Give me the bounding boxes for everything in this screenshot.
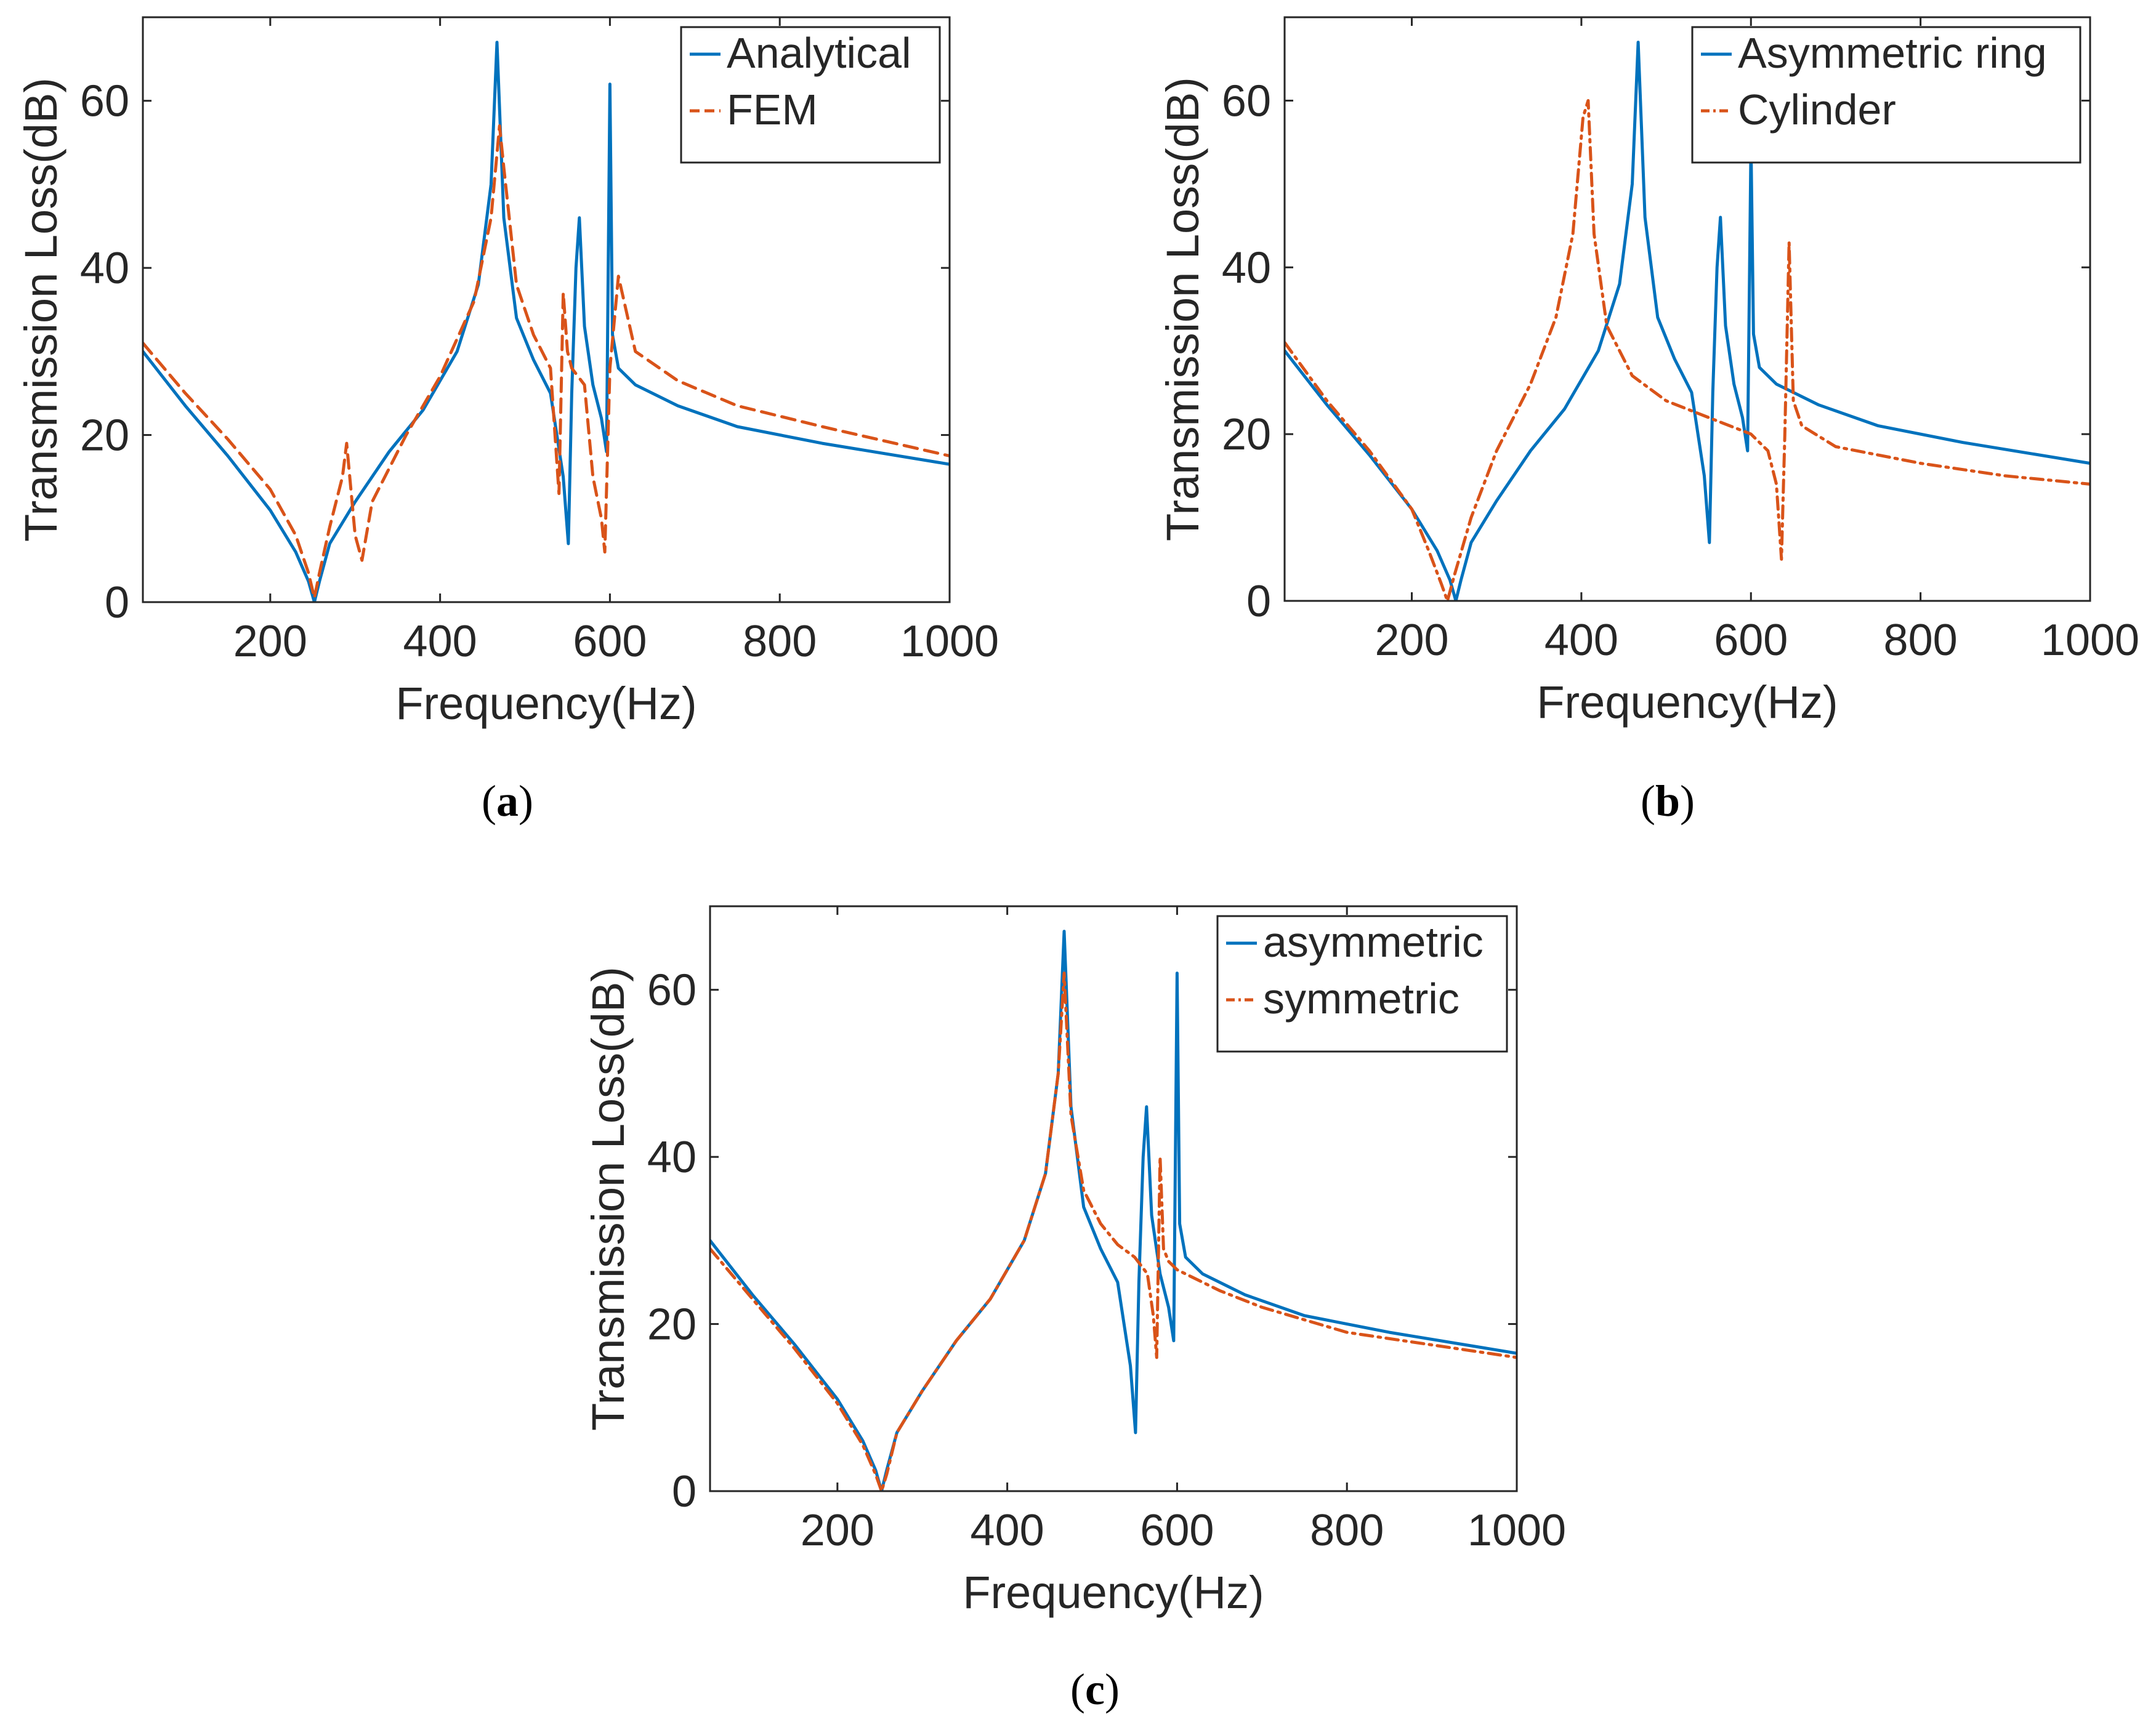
chart-panel-b: 200 400 600 800 1000 0 20 40 60 Frequency(Hz) Tran… [1157, 16, 2139, 826]
y-tick-label: 0 [1246, 577, 1271, 626]
x-tick-label: 1000 [2041, 616, 2139, 665]
legend-label: symmetric [1263, 975, 1460, 1023]
panel-caption: (a) [482, 776, 533, 826]
caption-open-paren: ( [482, 776, 496, 826]
legend: asymmetric symmetric [1216, 915, 1508, 1053]
legend-label: asymmetric [1263, 918, 1484, 966]
axes-box [142, 16, 951, 603]
x-axis-label: Frequency(Hz) [395, 678, 696, 729]
chart-panel-c: 200 400 600 800 1000 0 20 40 60 Frequency(Hz) Tran… [583, 905, 1566, 1714]
y-tick-label: 20 [1222, 410, 1271, 459]
series-line-asymmetric [710, 930, 1517, 1491]
x-tick-label: 600 [1140, 1506, 1214, 1555]
x-tick-label: 800 [1884, 616, 1958, 665]
legend-label: Asymmetric ring [1738, 29, 2047, 77]
axes-box [709, 905, 1518, 1492]
legend: Asymmetric ring Cylinder [1691, 26, 2081, 164]
x-tick-label: 600 [573, 617, 647, 666]
caption-open-paren: ( [1641, 776, 1655, 826]
legend: Analytical FEM [680, 26, 941, 164]
x-tick-label: 800 [743, 617, 817, 666]
series-line-cylinder [1285, 99, 2090, 601]
caption-close-paren: ) [1105, 1665, 1120, 1714]
legend-box [1216, 915, 1508, 1053]
x-tick-label: 1000 [900, 617, 999, 666]
caption-letter: c [1085, 1665, 1105, 1714]
x-tick-label: 200 [801, 1506, 874, 1555]
legend-label: FEM [727, 86, 818, 134]
y-tick-label: 40 [80, 244, 129, 293]
panel-caption: (c) [1070, 1665, 1120, 1714]
caption-letter: b [1655, 776, 1680, 826]
series-line-fem [143, 124, 950, 600]
y-tick-label: 0 [105, 578, 129, 627]
x-tick-label: 200 [233, 617, 307, 666]
y-tick-label: 60 [1222, 76, 1271, 126]
axes-box [1283, 16, 2091, 602]
y-tick-label: 20 [80, 411, 129, 461]
caption-close-paren: ) [1680, 776, 1695, 826]
series-line-symmetric [710, 972, 1517, 1491]
y-axis-label: Transmission Loss(dB) [1157, 77, 1208, 541]
y-tick-label: 40 [647, 1133, 696, 1182]
x-tick-label: 800 [1310, 1506, 1384, 1555]
series-line-analytical [143, 41, 950, 602]
legend-label: Cylinder [1738, 86, 1896, 134]
x-tick-label: 400 [1544, 616, 1618, 665]
y-tick-label: 20 [647, 1300, 696, 1350]
y-tick-label: 40 [1222, 243, 1271, 292]
y-tick-label: 60 [80, 77, 129, 126]
caption-letter: a [496, 776, 519, 826]
legend-label: Analytical [727, 29, 911, 77]
series-line-asymmetric-ring [1285, 41, 2090, 601]
caption-open-paren: ( [1070, 1665, 1085, 1714]
y-axis-label: Transmission Loss(dB) [583, 967, 634, 1431]
caption-close-paren: ) [519, 776, 533, 826]
y-tick-label: 60 [647, 966, 696, 1015]
x-tick-label: 400 [971, 1506, 1044, 1555]
chart-panel-a: 200 400 600 800 1000 0 20 40 60 Frequency(Hz) Tran… [15, 16, 999, 826]
panel-caption: (b) [1641, 776, 1695, 826]
y-tick-label: 0 [672, 1467, 696, 1516]
x-tick-label: 600 [1714, 616, 1788, 665]
x-tick-label: 400 [403, 617, 477, 666]
charts-root: 200 400 600 800 10000204060Frequency(Hz)Tran… [15, 16, 2139, 1714]
y-axis-label: Transmission Loss(dB) [15, 78, 67, 542]
x-axis-label: Frequency(Hz) [1536, 677, 1838, 728]
legend-box [680, 26, 941, 164]
x-tick-label: 200 [1375, 616, 1448, 665]
legend-box [1691, 26, 2081, 164]
x-axis-label: Frequency(Hz) [963, 1567, 1264, 1618]
x-tick-label: 1000 [1468, 1506, 1566, 1555]
